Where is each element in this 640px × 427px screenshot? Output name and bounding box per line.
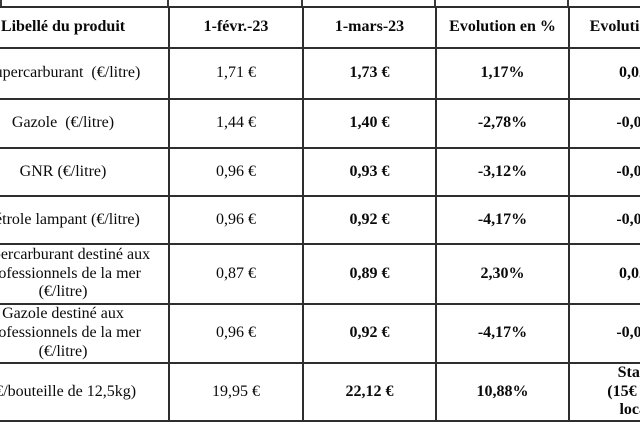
column-header-evolution-eur: Evolution en €: [568, 6, 640, 49]
table-row: Supercarburant (€/litre) 1,71 € 1,73 € 1…: [0, 47, 640, 100]
product-label: Gazole destiné aux professionnels de la …: [0, 303, 170, 364]
product-label: GNR (€/litre): [0, 147, 170, 197]
evolution-pct: -4,17%: [435, 303, 570, 364]
table-row: Pétrole lampant (€/litre) 0,96 € 0,92 € …: [0, 195, 640, 245]
column-header-feb: 1-févr.-23: [168, 6, 304, 49]
price-mar: 0,92 €: [302, 195, 437, 245]
evolution-pct: 2,30%: [435, 243, 570, 305]
evolution-eur: 0,02 €: [568, 243, 640, 305]
price-feb: 0,96 €: [168, 195, 304, 245]
evolution-eur: 0,02 €: [568, 47, 640, 100]
price-feb: 19,95 €: [168, 361, 304, 423]
header-row: Libellé du produit 1-févr.-23 1-mars-23 …: [0, 6, 640, 49]
product-label: Supercarburant destiné aux professionnel…: [0, 243, 170, 305]
price-feb: 0,96 €: [168, 303, 304, 364]
evolution-eur: -0,03 €: [568, 147, 640, 197]
table-row: Gazole destiné aux professionnels de la …: [0, 303, 640, 364]
price-feb: 0,87 €: [168, 243, 304, 305]
table-row: (€/bouteille de 12,5kg) 19,95 € 22,12 € …: [0, 361, 640, 423]
price-mar: 0,89 €: [302, 243, 437, 305]
crop-remnant-line: [434, 0, 436, 8]
price-mar: 1,40 €: [302, 98, 437, 149]
table-row: GNR (€/litre) 0,96 € 0,93 € -3,12% -0,03…: [0, 147, 640, 197]
evolution-pct: -3,12%: [435, 147, 570, 197]
table-row: Supercarburant destiné aux professionnel…: [0, 243, 640, 305]
crop-remnant-line: [0, 0, 2, 8]
price-mar: 0,93 €: [302, 147, 437, 197]
evolution-eur: -0,04 €: [568, 98, 640, 149]
price-mar: 22,12 €: [302, 361, 437, 423]
product-label: Pétrole lampant (€/litre): [0, 195, 170, 245]
evolution-eur: -0,04 €: [568, 195, 640, 245]
evolution-eur: -0,04 €: [568, 303, 640, 364]
product-label: Gazole (€/litre): [0, 98, 170, 149]
crop-remnant-line: [167, 0, 169, 8]
price-mar: 1,73 €: [302, 47, 437, 100]
evolution-pct: 1,17%: [435, 47, 570, 100]
evolution-pct: -2,78%: [435, 98, 570, 149]
product-label: Supercarburant (€/litre): [0, 47, 170, 100]
product-label: (€/bouteille de 12,5kg): [0, 361, 170, 423]
column-header-evolution-pct: Evolution en %: [435, 6, 570, 49]
evolution-pct: 10,88%: [435, 361, 570, 423]
crop-remnant-line: [301, 0, 303, 8]
price-feb: 0,96 €: [168, 147, 304, 197]
price-mar: 0,92 €: [302, 303, 437, 364]
table-row: Gazole (€/litre) 1,44 € 1,40 € -2,78% -0…: [0, 98, 640, 149]
evolution-eur: Stable (15€ avec locale: [568, 361, 640, 423]
price-feb: 1,44 €: [168, 98, 304, 149]
column-header-mar: 1-mars-23: [302, 6, 437, 49]
fuel-price-table: Libellé du produit 1-févr.-23 1-mars-23 …: [0, 6, 640, 423]
crop-remnant-line: [567, 0, 569, 8]
price-feb: 1,71 €: [168, 47, 304, 100]
evolution-pct: -4,17%: [435, 195, 570, 245]
column-header-product: Libellé du produit: [0, 6, 170, 49]
